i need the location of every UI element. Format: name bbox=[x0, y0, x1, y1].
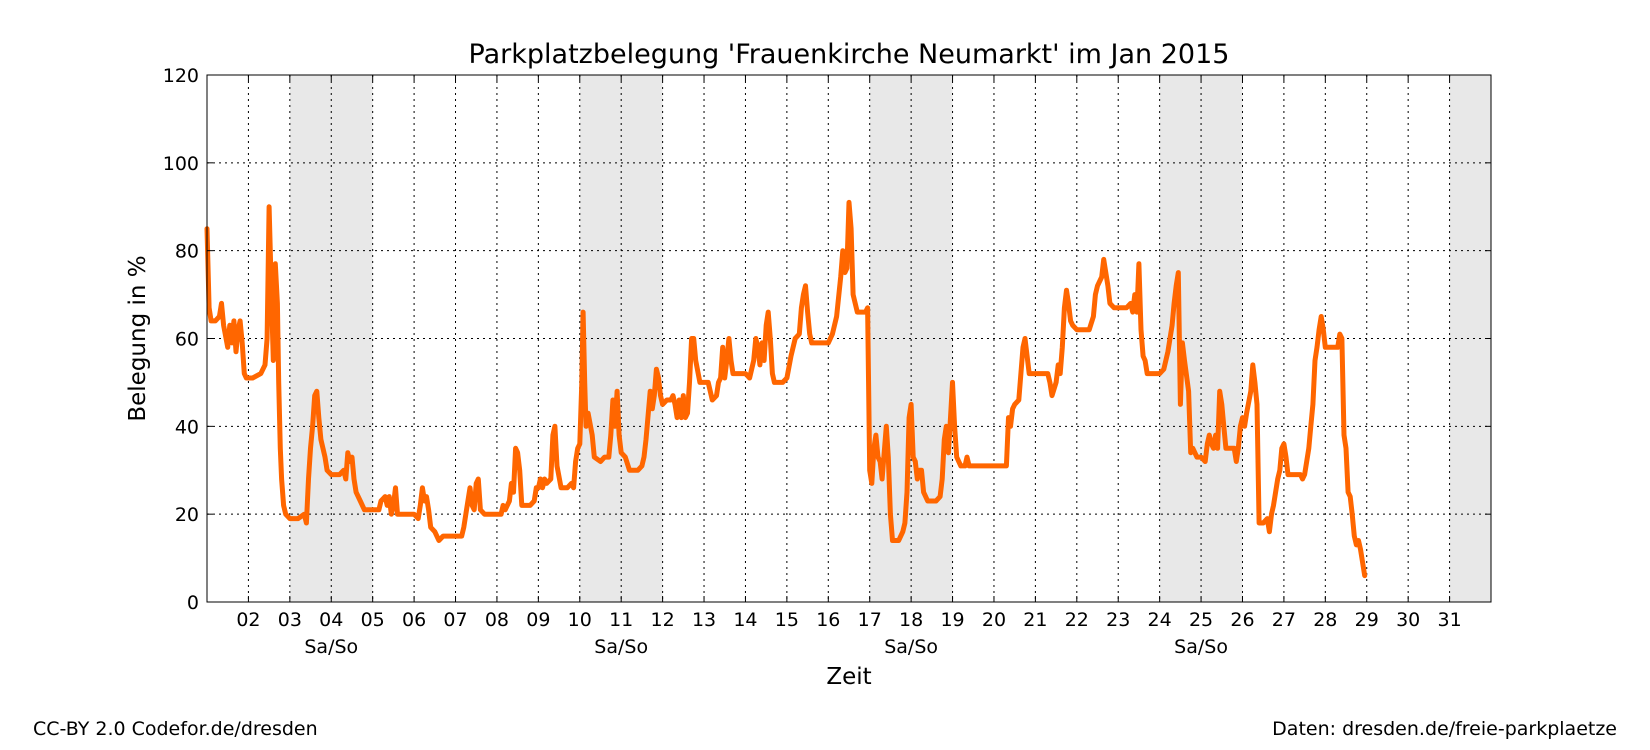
data-source-credit: Daten: dresden.de/freie-parkplaetze bbox=[1272, 718, 1617, 740]
weekend-label: Sa/So bbox=[304, 636, 358, 658]
x-tick-label: 24 bbox=[1148, 609, 1172, 631]
y-tick-label: 100 bbox=[163, 153, 199, 175]
x-tick-label: 28 bbox=[1313, 609, 1337, 631]
x-tick-label: 11 bbox=[609, 609, 633, 631]
x-tick-label: 08 bbox=[485, 609, 509, 631]
x-tick-label: 31 bbox=[1437, 609, 1461, 631]
x-tick-label: 02 bbox=[236, 609, 260, 631]
x-tick-label: 21 bbox=[1023, 609, 1047, 631]
x-tick-label: 10 bbox=[568, 609, 592, 631]
x-axis-label: Zeit bbox=[826, 664, 871, 690]
x-tick-label: 15 bbox=[775, 609, 799, 631]
x-tick-label: 06 bbox=[402, 609, 426, 631]
x-tick-label: 18 bbox=[899, 609, 923, 631]
x-tick-label: 05 bbox=[361, 609, 385, 631]
x-tick-label: 07 bbox=[443, 609, 467, 631]
x-tick-label: 22 bbox=[1065, 609, 1089, 631]
x-tick-label: 30 bbox=[1396, 609, 1420, 631]
y-tick-label: 120 bbox=[163, 65, 199, 87]
x-tick-label: 13 bbox=[692, 609, 716, 631]
y-tick-label: 80 bbox=[175, 241, 199, 263]
x-tick-label: 09 bbox=[526, 609, 550, 631]
chart-title: Parkplatzbelegung 'Frauenkirche Neumarkt… bbox=[469, 39, 1230, 70]
x-tick-label: 03 bbox=[278, 609, 302, 631]
weekend-label: Sa/So bbox=[594, 636, 648, 658]
occupancy-line bbox=[204, 199, 1368, 579]
x-tick-label: 26 bbox=[1230, 609, 1254, 631]
weekend-label: Sa/So bbox=[884, 636, 938, 658]
x-tick-label: 25 bbox=[1189, 609, 1213, 631]
x-tick-label: 19 bbox=[940, 609, 964, 631]
x-tick-label: 27 bbox=[1272, 609, 1296, 631]
y-tick-label: 20 bbox=[175, 504, 199, 526]
weekend-label: Sa/So bbox=[1174, 636, 1228, 658]
y-tick-label: 0 bbox=[187, 592, 199, 614]
x-tick-label: 20 bbox=[982, 609, 1006, 631]
y-axis-label: Belegung in % bbox=[125, 255, 151, 421]
y-tick-label: 60 bbox=[175, 329, 199, 351]
x-tick-label: 12 bbox=[651, 609, 675, 631]
y-tick-label: 40 bbox=[175, 416, 199, 438]
x-tick-label: 16 bbox=[816, 609, 840, 631]
x-tick-label: 17 bbox=[858, 609, 882, 631]
x-tick-label: 23 bbox=[1106, 609, 1130, 631]
x-tick-label: 14 bbox=[733, 609, 757, 631]
x-tick-label: 04 bbox=[319, 609, 343, 631]
x-tick-label: 29 bbox=[1355, 609, 1379, 631]
license-credit: CC-BY 2.0 Codefor.de/dresden bbox=[33, 718, 318, 740]
